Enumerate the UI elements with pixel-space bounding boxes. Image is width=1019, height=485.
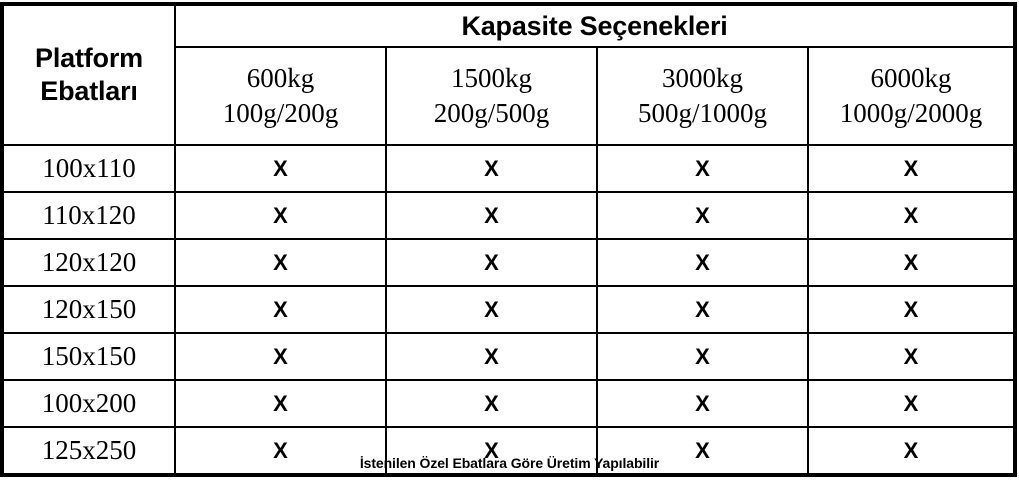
capacity-value-3000kg: 3000kg [662,62,743,93]
group-header-kapasite-secenekleri: Kapasite Seçenekleri [173,3,1017,48]
platform-capacity-table: Platform Ebatları Kapasite Seçenekleri 6… [0,2,1018,477]
custom-size-note: İstenilen Özel Ebatlara Göre Üretim Yapı… [359,455,660,471]
table-row: 100x200 X X X X [1,379,1018,428]
table-row: 120x150 X X X X [1,285,1018,334]
table-row: 125x250 X X X X [1,426,1018,477]
capacity-increment-600kg: 100g/200g [222,98,339,128]
capacity-value-6000kg: 6000kg [870,62,952,93]
availability-mark: X [596,238,809,287]
availability-mark: X [596,379,809,428]
availability-mark: X [806,144,1018,193]
platform-size-label: 150x150 [1,332,176,381]
table-row: 100x110 X X X X [1,144,1018,193]
row-header-platform-ebatlari: Platform Ebatları [1,3,176,146]
capacity-header-1500kg: 1500kg 200g/500g [385,46,598,146]
header-row-top: Platform Ebatları Kapasite Seçenekleri [1,3,1017,146]
platform-size-label: 120x120 [1,238,176,287]
platform-size-label: 125x250 [1,426,176,477]
header-row-capacities: 600kg 100g/200g 1500kg 200g/500g 3000kg … [2,46,1018,146]
table-row: 150x150 X X X X [1,332,1018,381]
availability-mark: X [174,426,387,477]
platform-size-label: 110x120 [1,191,176,240]
table-head: Platform Ebatları Kapasite Seçenekleri 6… [1,3,1018,146]
availability-mark: X [806,332,1018,381]
availability-mark: X [596,426,809,477]
availability-mark: X [174,379,387,428]
capacity-value-1500kg: 1500kg [451,62,532,93]
availability-mark: X [596,144,809,193]
capacity-increment-1500kg: 200g/500g [433,98,550,128]
availability-mark: X [806,285,1018,334]
row-header-line-2: Ebatları [40,76,138,106]
capacity-increment-6000kg: 1000g/2000g [839,98,983,128]
platform-size-label: 100x110 [1,144,176,193]
availability-mark: X [806,379,1018,428]
availability-mark: X [806,191,1018,240]
row-header-line-1: Platform [35,43,143,74]
availability-mark: X [174,238,387,287]
availability-mark: X [385,332,598,381]
availability-mark: X [385,379,598,428]
availability-mark: X [806,238,1018,287]
capacity-header-6000kg: 6000kg 1000g/2000g [806,46,1018,146]
availability-mark: X [174,285,387,334]
availability-mark: X [596,332,809,381]
availability-mark: X [174,332,387,381]
table-row: 120x120 X X X X [1,238,1018,287]
table-body: 100x110 X X X X 110x120 X X X X 120x120 … [1,144,1018,477]
availability-mark: X [385,191,598,240]
spec-table-container: Platform Ebatları Kapasite Seçenekleri 6… [0,2,1018,477]
capacity-header-600kg: 600kg 100g/200g [174,46,387,146]
capacity-value-600kg: 600kg [246,62,315,93]
platform-size-label: 100x200 [1,379,176,428]
availability-mark: X [596,285,809,334]
table-row: 110x120 X X X X [1,191,1018,240]
capacity-increment-3000kg: 500g/1000g [637,98,767,128]
platform-size-label: 120x150 [1,285,176,334]
availability-mark: X [385,144,598,193]
availability-mark: X [174,144,387,193]
availability-mark: X [596,191,809,240]
availability-mark: X [174,191,387,240]
capacity-header-3000kg: 3000kg 500g/1000g [596,46,809,146]
availability-mark: X [806,426,1018,477]
availability-mark: X [385,426,598,477]
availability-mark: X [385,285,598,334]
availability-mark: X [385,238,598,287]
